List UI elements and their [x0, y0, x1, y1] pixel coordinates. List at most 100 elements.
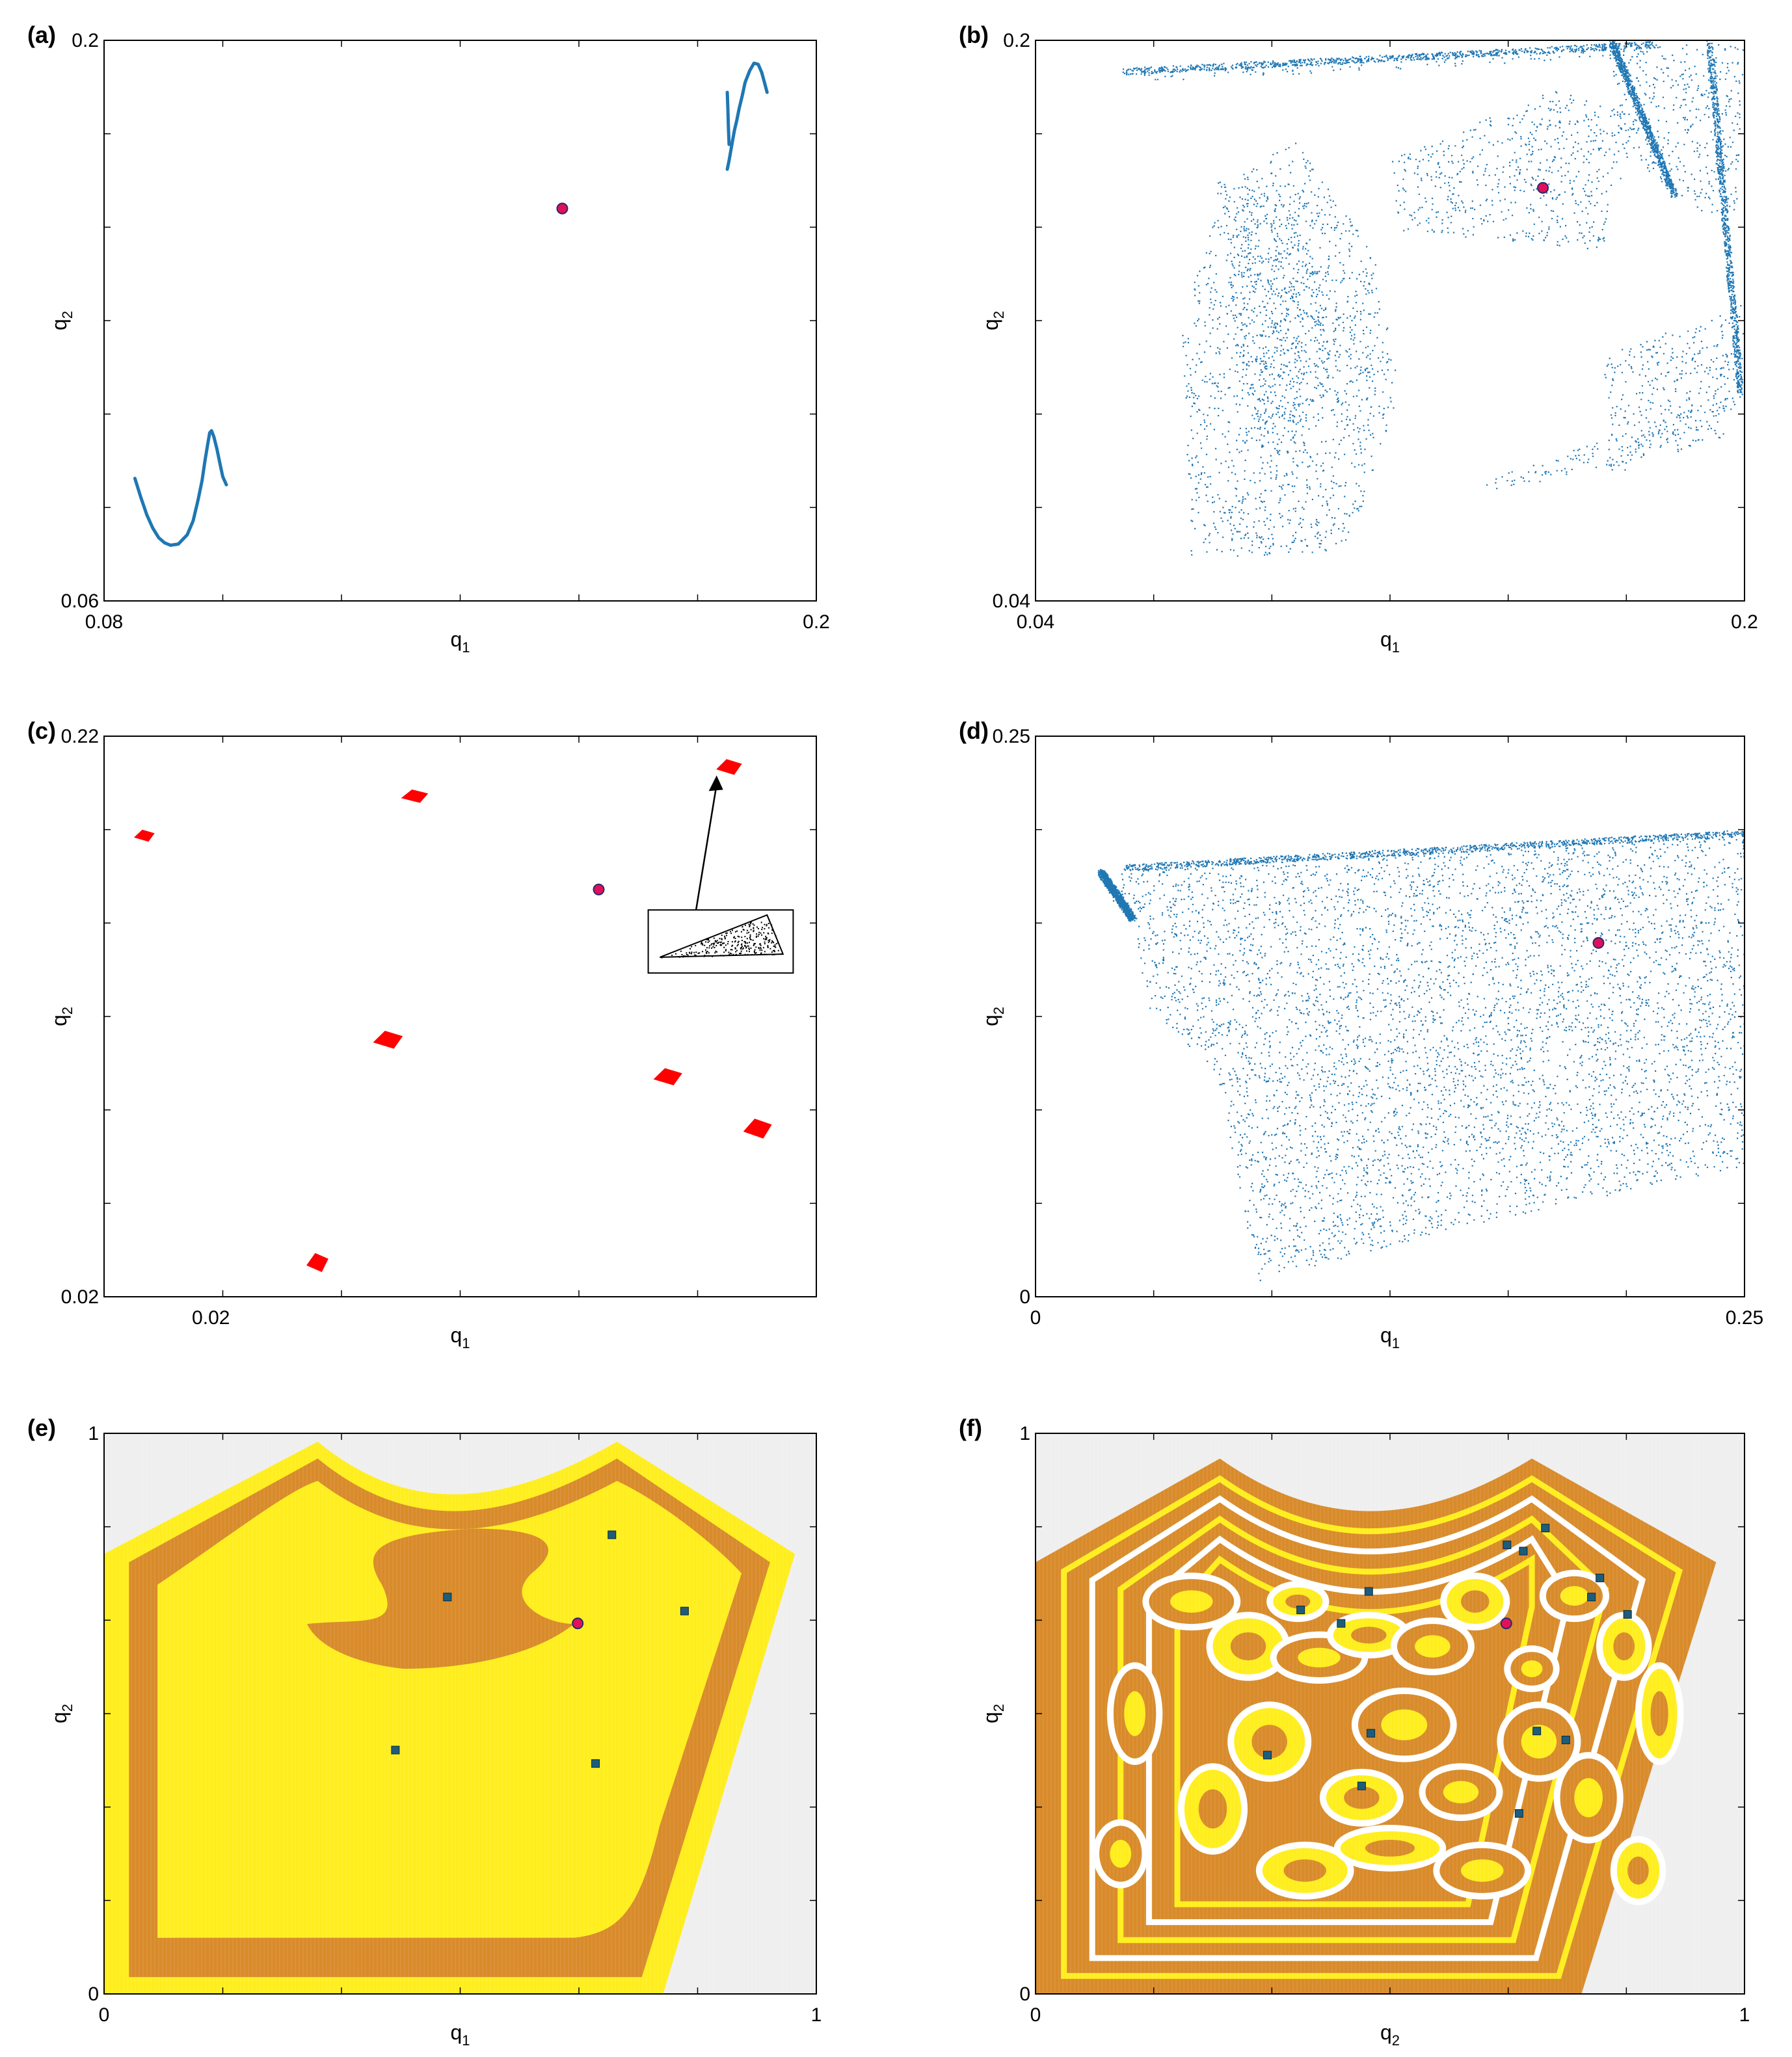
basin-band-4 — [1145, 1535, 1572, 1926]
x-axis-label-sub: 1 — [1392, 639, 1400, 656]
period-point-14 — [1357, 1781, 1366, 1790]
y-tick-label: 0.06 — [61, 591, 99, 612]
dense-edge-1 — [1123, 40, 1659, 75]
x-axis-label-main: q — [1380, 2021, 1392, 2044]
y-axis-label: q2 — [47, 1704, 75, 1723]
scatter-center-wedge-points — [1392, 91, 1635, 250]
island-4 — [373, 1030, 403, 1049]
basin-bottom-band — [146, 1937, 635, 1969]
texture-lines — [1036, 1433, 1743, 1994]
y-axis-label-sub: 2 — [59, 1007, 75, 1015]
period-point-15 — [1514, 1809, 1523, 1818]
plot-frame — [1035, 40, 1745, 602]
scatter-main-quad — [1182, 142, 1397, 557]
fixed-point — [1500, 1617, 1512, 1630]
fixed-point — [593, 883, 605, 896]
y-axis-label-sub: 2 — [59, 311, 75, 319]
panel-label: (e) — [27, 1414, 56, 1441]
y-tick-label: 0 — [88, 1984, 99, 2005]
scatter-right-top-fan — [1612, 44, 1744, 214]
panel-e: (e) 0 1 0 1 q 1 q2 — [27, 1414, 822, 2049]
scatter-right-lower-fan — [1604, 305, 1745, 471]
island-core-2 — [1230, 1632, 1266, 1661]
x-axis-label: q1 — [1380, 628, 1400, 656]
x-tick-label: 0.2 — [803, 611, 830, 633]
scatter-right-lower-fan-points — [1604, 305, 1745, 471]
x-tick-label: 1 — [811, 2004, 822, 2026]
fixed-point — [1537, 181, 1549, 194]
dense-edge-2 — [1706, 40, 1743, 395]
x-axis-label: q1 — [450, 628, 470, 656]
scatter-attractor-points — [1104, 835, 1745, 1281]
panel-label: (c) — [27, 717, 56, 744]
inset-arrow-head — [708, 775, 723, 791]
texture-lines — [104, 1433, 815, 1994]
tick-marks — [1036, 40, 1745, 601]
period-point-3 — [680, 1606, 689, 1615]
island-core-10 — [1251, 1725, 1287, 1758]
x-axis-label-sub: 1 — [462, 2032, 470, 2049]
plot-frame — [103, 736, 817, 1297]
island-core-8 — [1613, 1632, 1635, 1661]
tick-marks — [104, 736, 816, 1297]
attractor-curve-3 — [725, 90, 731, 146]
period-point-7 — [1596, 1573, 1605, 1582]
scatter-right-top-fan-points — [1612, 44, 1744, 214]
plot-area-a — [133, 61, 769, 547]
attractor-curves — [133, 61, 769, 547]
scatter-center-wedge — [1392, 91, 1635, 250]
island-core-6 — [1461, 1590, 1490, 1613]
y-axis-label: q2 — [47, 1007, 75, 1026]
island-6 — [743, 1119, 772, 1139]
tick-marks — [104, 40, 816, 601]
tick-marks — [104, 1433, 816, 1994]
plot-area-e — [104, 1433, 816, 1994]
x-axis-label-sub: 1 — [462, 1335, 470, 1351]
period-point-6 — [1541, 1524, 1550, 1533]
scatter-left-sliver — [1218, 181, 1355, 454]
inset-points — [661, 918, 782, 959]
island-core-1 — [1170, 1590, 1213, 1613]
island-core-20 — [1650, 1691, 1668, 1736]
y-axis-label: q2 — [47, 311, 75, 330]
x-tick-label: 0 — [1030, 2004, 1041, 2026]
tick-marks — [1036, 1433, 1745, 1994]
island-core-24 — [1285, 1594, 1311, 1609]
scatter-lower-right-tail — [1486, 397, 1735, 490]
fixed-point — [556, 202, 568, 215]
scatter-left-sliver-points — [1218, 181, 1355, 454]
island-core-22 — [1627, 1856, 1649, 1885]
y-axis-label-main: q — [47, 1712, 71, 1723]
y-tick-label: 0 — [1019, 1286, 1030, 1308]
period-point-9 — [1623, 1610, 1632, 1619]
island-core-11 — [1521, 1725, 1557, 1758]
x-axis-label-main: q — [450, 628, 462, 651]
x-tick-label: 1 — [1739, 2004, 1750, 2026]
y-axis-label-sub: 2 — [991, 1007, 1007, 1015]
island-core-21 — [1110, 1839, 1132, 1868]
basin-band-1 — [1061, 1475, 1683, 1979]
plot-area-f — [1036, 1433, 1745, 1994]
x-tick-label: 0 — [99, 2004, 110, 2026]
dense-edge-3 — [1097, 869, 1136, 922]
y-tick-label: 1 — [88, 1423, 99, 1444]
y-tick-label: 0.2 — [1003, 30, 1030, 51]
x-axis-label: q1 — [450, 1323, 470, 1351]
period-point-10 — [1367, 1729, 1376, 1738]
y-axis-label-sub: 2 — [991, 1704, 1007, 1712]
y-axis-label-sub: 2 — [991, 311, 1007, 319]
x-axis-label: q1 — [1380, 1323, 1400, 1351]
x-tick-label: 0.2 — [1731, 611, 1758, 633]
period-point-3 — [1337, 1619, 1346, 1628]
scatter-main-quad-points — [1182, 142, 1397, 557]
island-7 — [306, 1253, 328, 1273]
plot-area-d — [1097, 830, 1745, 1281]
scatter-top-band — [1122, 44, 1654, 81]
basin-band-5 — [1174, 1554, 1535, 1907]
island-1 — [133, 829, 155, 842]
x-tick-label: 0 — [1030, 1307, 1041, 1329]
